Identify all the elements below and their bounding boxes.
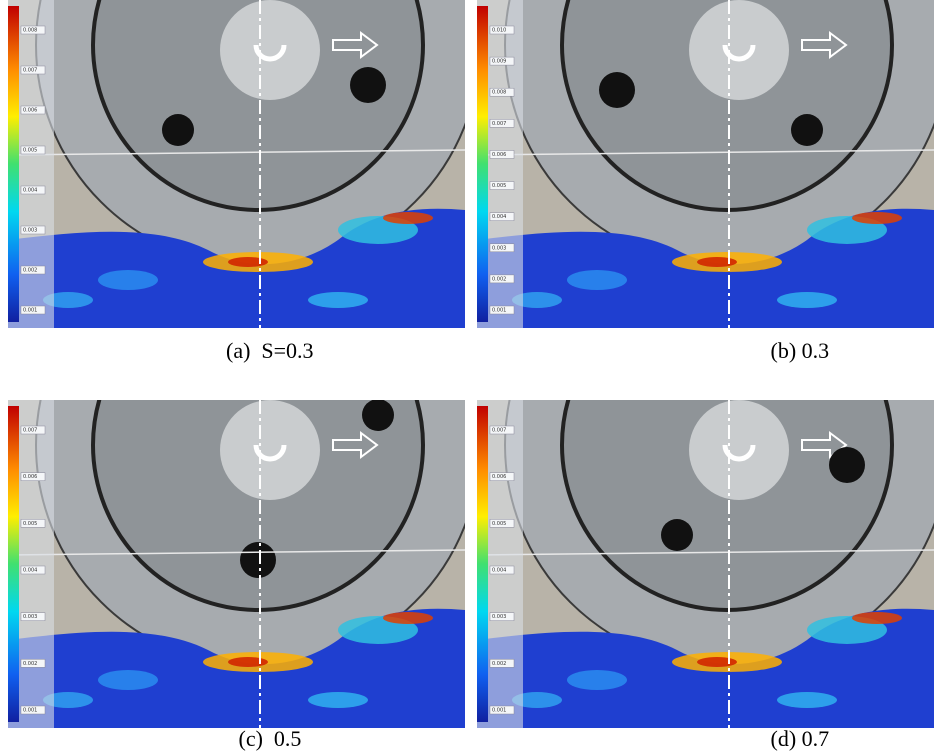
colorbar-label: 0.003 <box>492 245 506 251</box>
colorbar-label: 0.004 <box>492 568 506 574</box>
caption: (d) 0.7 <box>771 726 830 752</box>
colorbar-label: 0.007 <box>23 68 37 74</box>
figure: 0.008 0.007 0.006 0.005 0.004 0.003 0.002 0.001… <box>0 0 937 756</box>
colorbar <box>477 6 488 322</box>
colorbar-label: 0.001 <box>492 308 506 314</box>
marker <box>599 72 635 108</box>
marker <box>240 542 276 578</box>
colorbar-label: 0.006 <box>492 152 506 158</box>
colorbar-label: 0.006 <box>23 474 37 480</box>
caption: (c) 0.5 <box>239 726 302 752</box>
photo: 0.007 0.006 0.005 0.004 0.003 0.002 0.001 <box>8 400 465 728</box>
colorbar-label: 0.002 <box>492 276 506 282</box>
marker <box>162 114 194 146</box>
caption: (b) 0.3 <box>771 338 830 364</box>
colorbar-label: 0.005 <box>23 521 37 527</box>
strain-patch <box>777 692 837 708</box>
colorbar-label: 0.008 <box>492 90 506 96</box>
colorbar <box>8 406 19 722</box>
colorbar-label: 0.007 <box>492 428 506 434</box>
hub <box>689 0 789 100</box>
colorbar-label: 0.010 <box>492 28 506 34</box>
colorbar-label: 0.003 <box>23 228 37 234</box>
hub <box>220 0 320 100</box>
strain-patch <box>228 657 268 667</box>
colorbar-label: 0.007 <box>23 428 37 434</box>
colorbar-label: 0.001 <box>23 708 37 714</box>
strain-patch <box>697 657 737 667</box>
marker <box>350 67 386 103</box>
colorbar-label: 0.006 <box>492 474 506 480</box>
colorbar <box>8 6 19 322</box>
colorbar-label: 0.005 <box>492 521 506 527</box>
strain-patch <box>567 270 627 290</box>
strain-patch <box>98 670 158 690</box>
strain-patch <box>383 612 433 624</box>
colorbar-label: 0.004 <box>492 214 506 220</box>
photo: 0.010 0.009 0.008 0.007 0.006 0.005 0.004 0.003… <box>477 0 934 328</box>
strain-patch <box>697 257 737 267</box>
colorbar-label: 0.002 <box>492 661 506 667</box>
strain-patch <box>383 212 433 224</box>
colorbar-label: 0.002 <box>23 661 37 667</box>
colorbar-label: 0.001 <box>492 708 506 714</box>
strain-patch <box>567 670 627 690</box>
strain-patch <box>852 612 902 624</box>
marker <box>829 447 865 483</box>
colorbar-label: 0.004 <box>23 188 37 194</box>
photo: 0.008 0.007 0.006 0.005 0.004 0.003 0.002 0.001 <box>8 0 465 328</box>
colorbar-label: 0.005 <box>492 183 506 189</box>
marker <box>661 519 693 551</box>
strain-patch <box>777 292 837 308</box>
strain-patch <box>308 692 368 708</box>
marker <box>791 114 823 146</box>
colorbar-label: 0.009 <box>492 59 506 65</box>
colorbar-label: 0.001 <box>23 308 37 314</box>
hub <box>220 400 320 500</box>
strain-patch <box>852 212 902 224</box>
strain-patch <box>228 257 268 267</box>
colorbar-label: 0.005 <box>23 148 37 154</box>
photo: 0.007 0.006 0.005 0.004 0.003 0.002 0.001 <box>477 400 934 728</box>
hub <box>689 400 789 500</box>
colorbar-label: 0.007 <box>492 121 506 127</box>
caption: (a) S=0.3 <box>226 338 314 364</box>
marker <box>362 400 394 431</box>
colorbar <box>477 406 488 722</box>
strain-patch <box>308 292 368 308</box>
colorbar-label: 0.004 <box>23 568 37 574</box>
colorbar-label: 0.003 <box>23 614 37 620</box>
colorbar-label: 0.008 <box>23 28 37 34</box>
colorbar-label: 0.002 <box>23 268 37 274</box>
colorbar-label: 0.003 <box>492 614 506 620</box>
colorbar-label: 0.006 <box>23 108 37 114</box>
strain-patch <box>98 270 158 290</box>
